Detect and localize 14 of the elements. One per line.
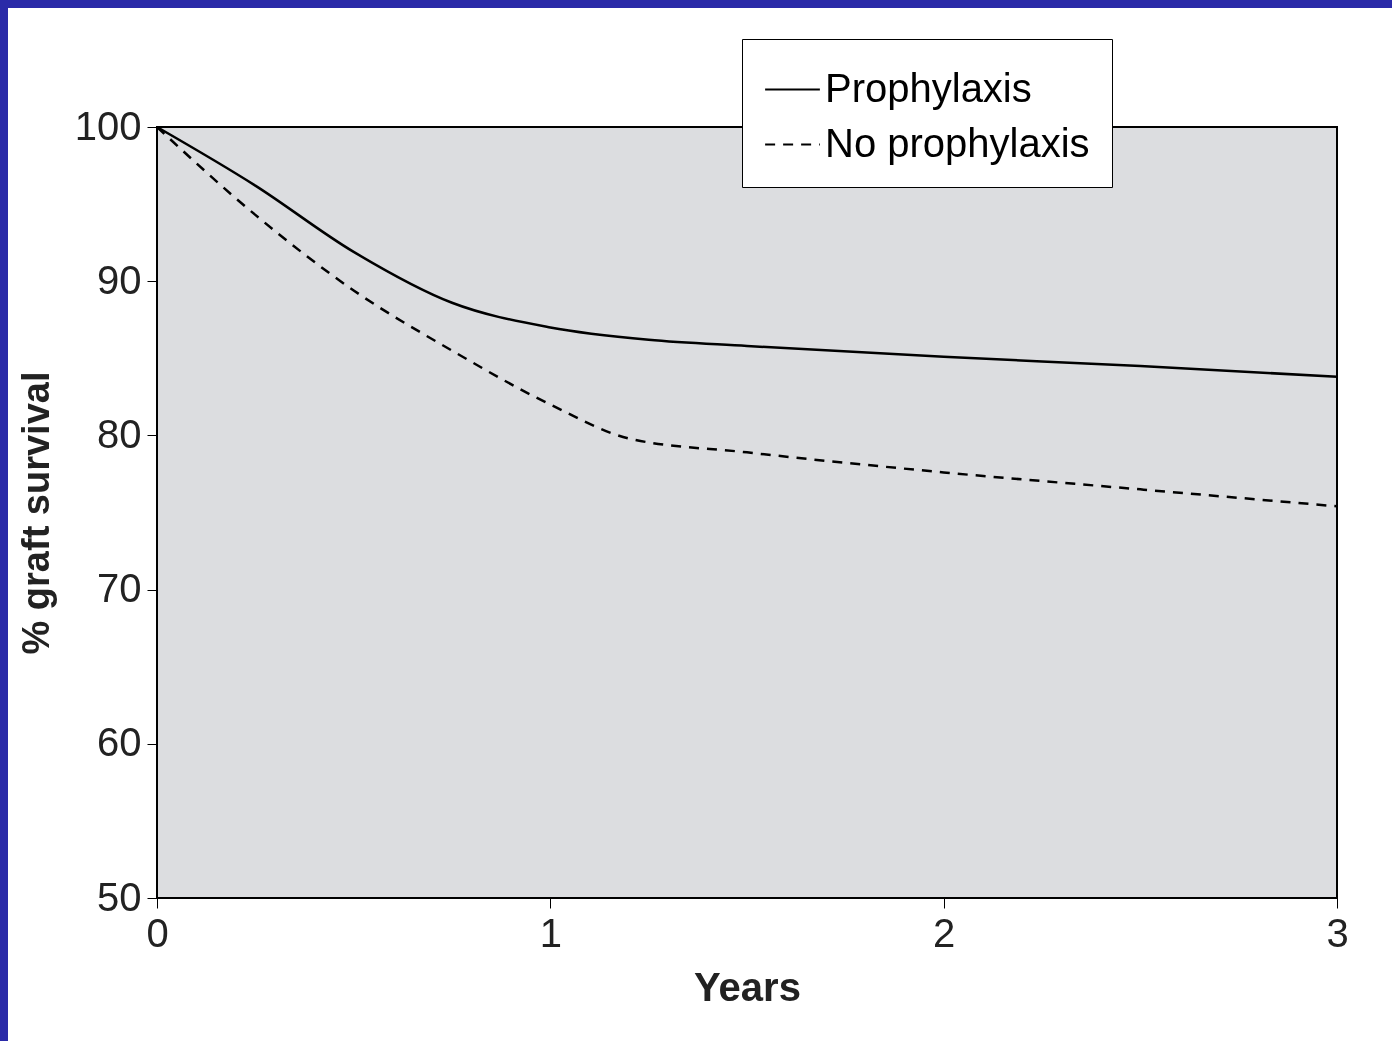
x-tick-label: 2: [933, 910, 956, 955]
x-tick-label: 0: [146, 910, 169, 955]
legend-label: Prophylaxis: [825, 65, 1032, 110]
y-tick-label: 80: [97, 411, 142, 456]
x-tick-label: 3: [1326, 910, 1349, 955]
y-tick-label: 60: [97, 720, 142, 765]
y-tick-label: 70: [97, 566, 142, 611]
legend-label: No prophylaxis: [825, 120, 1090, 165]
x-tick-label: 1: [539, 910, 562, 955]
y-tick-label: 50: [97, 874, 142, 919]
y-tick-label: 100: [74, 103, 142, 148]
y-tick-label: 90: [97, 257, 142, 302]
y-axis-title: % graft survival: [14, 371, 57, 655]
x-axis-title: Years: [694, 964, 801, 1009]
